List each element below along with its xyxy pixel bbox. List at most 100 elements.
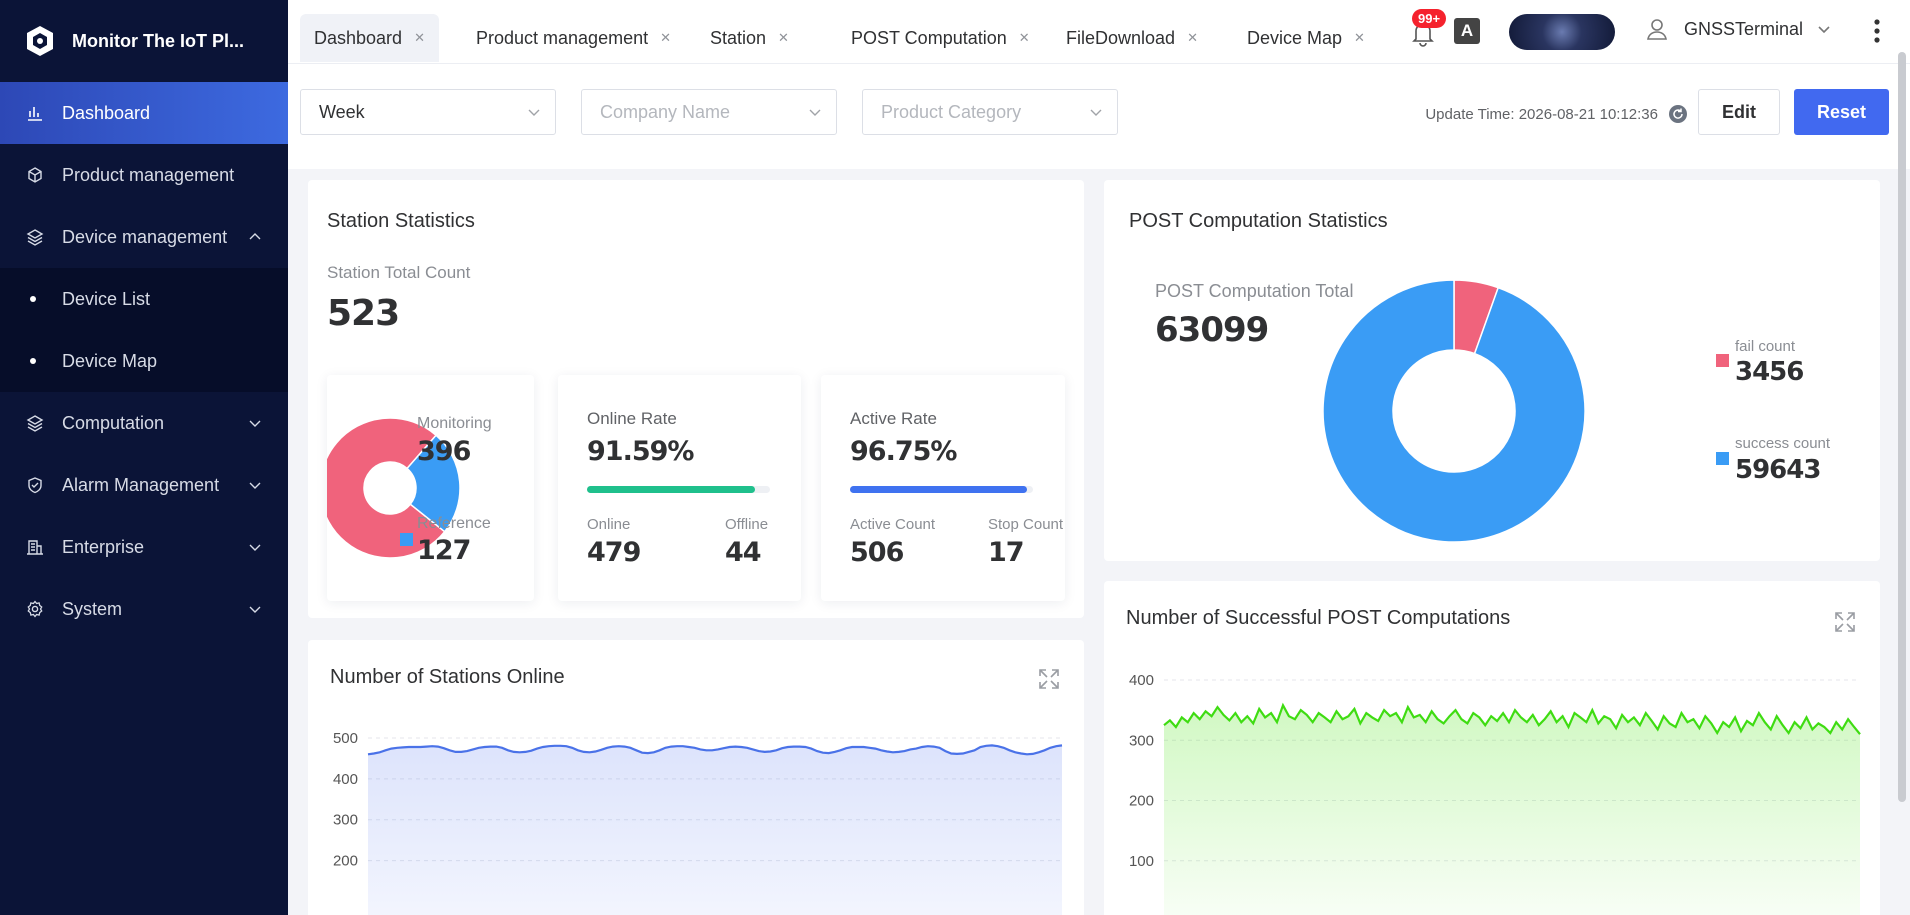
tab-post-computation[interactable]: POST Computation ✕ — [837, 14, 1044, 62]
building-icon — [24, 536, 46, 558]
sidebar-item-system[interactable]: System — [0, 578, 288, 640]
close-icon[interactable]: ✕ — [1187, 30, 1198, 45]
tab-filedownload[interactable]: FileDownload ✕ — [1052, 14, 1212, 62]
sidebar-item-label: Alarm Management — [62, 474, 220, 495]
chevron-down-icon — [249, 606, 261, 613]
post-total-label: POST Computation Total — [1155, 281, 1354, 301]
device-submenu: Device List Device Map — [0, 268, 288, 392]
series-line[interactable] — [1163, 702, 1861, 736]
sidebar-item-label: System — [62, 598, 123, 619]
sidebar-item-computation[interactable]: Computation — [0, 392, 288, 454]
tab-device-map[interactable]: Device Map ✕ — [1233, 14, 1379, 62]
tab-bar: Dashboard ✕ Product management ✕ Station ✕ … — [288, 0, 1910, 64]
online-rate-card: Online Rate 91.59% Online 479 Offline 44 — [558, 375, 801, 601]
more-vertical-icon[interactable] — [1871, 18, 1883, 44]
translate-icon[interactable]: A — [1454, 18, 1480, 44]
brand[interactable]: Monitor The IoT Pl... — [0, 0, 288, 82]
sidebar-item-device-map[interactable]: Device Map — [0, 330, 288, 392]
tab-label: Dashboard — [314, 27, 403, 48]
period-select[interactable]: Week — [300, 89, 556, 135]
successful-post-chart: 400 300 200 100 0 — [1129, 672, 1861, 915]
translate-glyph: A — [1460, 21, 1474, 40]
company-select[interactable]: Company Name — [581, 89, 837, 135]
layers-icon — [24, 412, 46, 434]
tab-station[interactable]: Station ✕ — [696, 14, 803, 62]
pie-slice-success-count[interactable] — [1322, 279, 1586, 543]
reference-value: 127 — [417, 535, 471, 566]
chevron-down-icon — [249, 482, 261, 489]
fail-label: fail count — [1735, 338, 1796, 355]
area-fill — [1164, 705, 1860, 915]
online-value: 479 — [587, 537, 641, 568]
card-title: Number of Stations Online — [330, 666, 565, 688]
chevron-down-icon — [1090, 109, 1102, 116]
close-icon[interactable]: ✕ — [414, 30, 425, 45]
offline-value: 44 — [725, 537, 762, 568]
close-icon[interactable]: ✕ — [1354, 30, 1365, 45]
close-icon[interactable]: ✕ — [778, 30, 789, 45]
tab-dashboard[interactable]: Dashboard ✕ — [300, 14, 439, 62]
monitoring-value: 396 — [417, 436, 471, 467]
active-rate-value: 96.75% — [850, 436, 957, 467]
success-value: 59643 — [1735, 455, 1821, 485]
sidebar-item-label: Enterprise — [62, 536, 145, 557]
stop-count-value: 17 — [988, 537, 1025, 568]
logo-icon — [27, 26, 53, 56]
post-statistics-card: POST Computation Statistics POST Computa… — [1104, 180, 1880, 561]
bullet-icon — [30, 358, 36, 364]
pie-slice-reference[interactable] — [406, 434, 461, 533]
sidebar-item-enterprise[interactable]: Enterprise — [0, 516, 288, 578]
close-icon[interactable]: ✕ — [660, 30, 672, 45]
success-label: success count — [1735, 435, 1831, 452]
active-rate-track — [850, 486, 1033, 493]
banner-image[interactable] — [1509, 14, 1615, 50]
series-line[interactable] — [367, 744, 1063, 756]
refresh-icon[interactable] — [1668, 104, 1688, 124]
y-tick-label: 0 — [1146, 913, 1154, 915]
sidebar-item-dashboard[interactable]: Dashboard — [0, 82, 288, 144]
legend-swatch — [1716, 452, 1729, 465]
product-category-select[interactable]: Product Category — [862, 89, 1118, 135]
post-donut-chart — [1322, 279, 1586, 543]
active-rate-card: Active Rate 96.75% Active Count 506 Stop… — [821, 375, 1065, 601]
expand-icon[interactable] — [1038, 668, 1060, 690]
app-title: Monitor The IoT Pl... — [72, 30, 244, 51]
scrollbar[interactable] — [1898, 52, 1906, 802]
chevron-down-icon — [249, 544, 261, 551]
sidebar-item-label: Device List — [62, 288, 151, 309]
online-rate-value: 91.59% — [587, 436, 694, 467]
update-time: Update Time: 2026-08-21 10:12:36 — [1425, 104, 1688, 124]
chevron-down-icon — [528, 109, 540, 116]
sidebar-item-label: Device Map — [62, 350, 158, 371]
sidebar-item-device-list[interactable]: Device List — [0, 268, 288, 330]
active-rate-label: Active Rate — [850, 409, 937, 428]
sidebar-item-alarm-management[interactable]: Alarm Management — [0, 454, 288, 516]
online-rate-fill — [587, 486, 755, 493]
fail-value: 3456 — [1735, 357, 1804, 387]
sidebar-item-label: Product management — [62, 164, 235, 185]
close-icon[interactable]: ✕ — [1018, 30, 1030, 45]
station-type-pie — [327, 417, 461, 559]
username: GNSSTerminal — [1684, 18, 1804, 39]
monitoring-label: Monitoring — [417, 415, 492, 432]
station-total-value: 523 — [327, 293, 400, 334]
tab-product-management[interactable]: Product management ✕ — [462, 14, 685, 62]
y-tick-label: 200 — [333, 853, 358, 870]
edit-button[interactable]: Edit — [1698, 89, 1780, 135]
chevron-down-icon — [1818, 26, 1830, 34]
sidebar-item-label: Device management — [62, 226, 228, 247]
y-tick-label: 300 — [333, 812, 358, 829]
reset-button[interactable]: Reset — [1794, 89, 1889, 135]
layers-icon — [24, 226, 46, 248]
pie-slice-monitoring[interactable] — [327, 417, 446, 559]
sidebar-item-device-management[interactable]: Device management — [0, 206, 288, 268]
shield-icon — [24, 474, 46, 496]
expand-icon[interactable] — [1834, 611, 1856, 633]
online-rate-track — [587, 486, 770, 493]
offline-label: Offline — [725, 516, 769, 533]
sidebar-item-product-management[interactable]: Product management — [0, 144, 288, 206]
period-value: Week — [319, 101, 365, 122]
area-fill — [368, 745, 1062, 915]
user-menu[interactable]: GNSSTerminal — [1644, 16, 1831, 42]
